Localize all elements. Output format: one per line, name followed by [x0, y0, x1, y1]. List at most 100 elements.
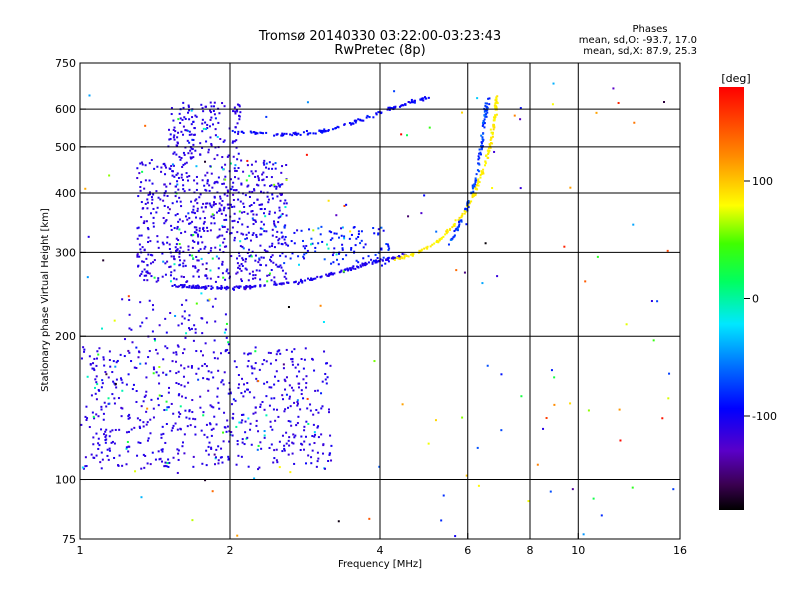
data-point	[246, 251, 249, 254]
data-point	[372, 259, 375, 262]
data-point	[113, 397, 116, 400]
data-point	[235, 463, 238, 466]
data-point	[191, 156, 194, 159]
data-point	[269, 425, 272, 428]
data-point	[268, 245, 271, 248]
data-point	[323, 258, 326, 261]
data-point	[254, 170, 257, 173]
data-point	[172, 424, 175, 427]
data-point	[343, 237, 346, 240]
data-point	[571, 488, 574, 491]
data-point	[201, 317, 204, 320]
data-point	[244, 238, 247, 241]
data-point	[237, 132, 240, 135]
data-point	[465, 223, 468, 226]
data-point	[192, 417, 195, 420]
data-point	[335, 214, 338, 217]
data-point	[107, 376, 110, 379]
data-point	[143, 249, 146, 252]
data-point	[181, 315, 184, 318]
data-point	[478, 148, 481, 151]
data-point	[265, 175, 268, 178]
data-point	[350, 248, 353, 251]
data-point	[213, 463, 216, 466]
data-point	[321, 405, 324, 408]
data-point	[237, 177, 240, 180]
data-point	[300, 393, 303, 396]
data-point	[232, 412, 235, 415]
data-point	[255, 233, 258, 236]
data-point	[181, 165, 184, 168]
data-point	[252, 223, 255, 226]
data-point	[668, 372, 671, 375]
data-point	[205, 464, 208, 467]
data-point	[176, 285, 179, 288]
data-point	[191, 285, 194, 288]
data-point	[147, 193, 150, 196]
data-point	[145, 270, 148, 273]
data-point	[290, 350, 293, 353]
data-point	[232, 181, 235, 184]
data-point	[236, 158, 239, 161]
data-point	[258, 257, 261, 260]
data-point	[197, 367, 200, 370]
data-point	[193, 286, 196, 289]
data-point	[357, 261, 360, 264]
data-point	[216, 357, 219, 360]
data-point	[233, 140, 236, 143]
data-point	[125, 463, 128, 466]
data-point	[120, 415, 123, 418]
data-point	[165, 408, 168, 411]
data-point	[97, 442, 100, 445]
data-point	[188, 141, 191, 144]
data-point	[296, 400, 299, 403]
data-point	[489, 146, 492, 149]
data-point	[137, 226, 140, 229]
data-point	[321, 380, 324, 383]
data-point	[313, 369, 316, 372]
data-point	[203, 247, 206, 250]
data-point	[302, 255, 305, 258]
data-point	[235, 272, 238, 275]
data-point	[138, 234, 141, 237]
data-point	[291, 252, 294, 255]
data-point	[256, 198, 259, 201]
data-point	[199, 395, 202, 398]
data-point	[233, 286, 236, 289]
data-point	[477, 184, 480, 187]
data-point	[460, 216, 463, 219]
data-point	[182, 188, 185, 191]
data-point	[252, 218, 255, 221]
data-point	[236, 443, 239, 446]
data-point	[341, 258, 344, 261]
data-point	[235, 285, 238, 288]
data-point	[201, 146, 204, 149]
data-point	[551, 103, 554, 106]
data-point	[262, 161, 265, 164]
data-point	[519, 118, 522, 121]
data-point	[357, 118, 360, 121]
data-point	[206, 436, 209, 439]
data-point	[227, 154, 230, 157]
data-point	[175, 278, 178, 281]
data-point	[299, 278, 302, 281]
data-point	[431, 243, 434, 246]
data-point	[494, 115, 497, 118]
data-point	[317, 436, 320, 439]
data-point	[333, 232, 336, 235]
data-point	[205, 449, 208, 452]
data-point	[275, 283, 278, 286]
data-point	[333, 272, 336, 275]
data-point	[478, 152, 481, 155]
data-point	[240, 182, 243, 185]
data-point	[293, 436, 296, 439]
data-point	[310, 456, 313, 459]
data-point	[85, 419, 88, 422]
data-point	[135, 400, 138, 403]
data-point	[184, 230, 187, 233]
data-point	[484, 162, 487, 165]
data-point	[182, 184, 185, 187]
data-point	[203, 220, 206, 223]
data-point	[303, 425, 306, 428]
data-point	[381, 259, 384, 262]
